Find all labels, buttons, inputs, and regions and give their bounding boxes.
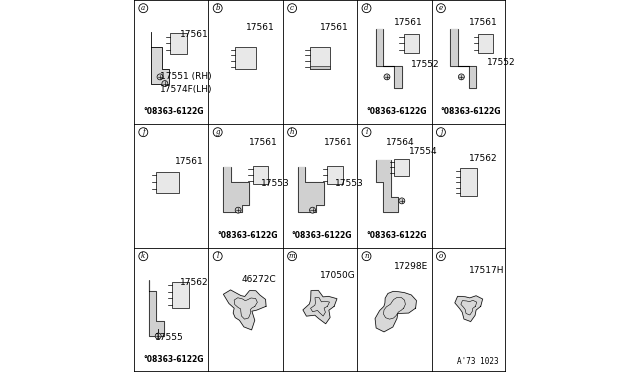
Text: a: a — [141, 4, 145, 12]
Text: °08363-6122G: °08363-6122G — [292, 231, 352, 240]
Text: 17551 (RH): 17551 (RH) — [160, 73, 212, 81]
Text: A'73 1023: A'73 1023 — [457, 357, 499, 366]
Circle shape — [310, 207, 316, 213]
Bar — [460, 168, 477, 196]
Polygon shape — [376, 160, 398, 212]
Text: °08363-6122G: °08363-6122G — [366, 231, 427, 240]
Circle shape — [436, 252, 445, 261]
Circle shape — [156, 333, 161, 339]
Text: d: d — [364, 4, 369, 12]
Polygon shape — [450, 29, 476, 88]
Text: 17561: 17561 — [324, 138, 353, 147]
Text: 17562: 17562 — [468, 154, 497, 163]
Text: e: e — [439, 4, 443, 12]
Text: °08363-6122G: °08363-6122G — [143, 107, 204, 116]
Text: m: m — [289, 252, 296, 260]
Text: 17517H: 17517H — [468, 266, 504, 275]
Circle shape — [139, 252, 148, 261]
Circle shape — [213, 128, 222, 137]
Text: o: o — [439, 252, 443, 260]
Text: °08363-6122G: °08363-6122G — [366, 107, 427, 116]
Text: 17553: 17553 — [260, 179, 289, 188]
Text: 17552: 17552 — [411, 60, 440, 69]
Text: c: c — [290, 4, 294, 12]
Circle shape — [162, 81, 168, 87]
Text: 17561: 17561 — [320, 23, 349, 32]
Text: g: g — [216, 128, 220, 136]
Bar — [156, 172, 179, 193]
Polygon shape — [223, 290, 266, 330]
Bar — [172, 282, 189, 308]
Text: °08363-6122G: °08363-6122G — [440, 107, 501, 116]
Circle shape — [287, 252, 296, 261]
Bar — [236, 47, 256, 70]
Polygon shape — [303, 291, 337, 324]
Bar — [478, 34, 493, 53]
Circle shape — [157, 74, 163, 80]
Circle shape — [399, 198, 405, 204]
Text: 17555: 17555 — [155, 333, 184, 342]
Circle shape — [384, 74, 390, 80]
Text: °08363-6122G: °08363-6122G — [218, 231, 278, 240]
Text: 17553: 17553 — [335, 179, 364, 188]
Polygon shape — [298, 167, 324, 212]
Bar — [310, 47, 330, 70]
Text: 17561: 17561 — [175, 157, 204, 166]
Bar — [170, 33, 187, 54]
Circle shape — [458, 74, 465, 80]
Text: f: f — [142, 128, 145, 136]
Circle shape — [287, 4, 296, 13]
Text: l: l — [216, 252, 219, 260]
Text: 17561: 17561 — [180, 30, 209, 39]
Text: 17554: 17554 — [410, 147, 438, 156]
Text: i: i — [365, 128, 367, 136]
Text: k: k — [141, 252, 145, 260]
Circle shape — [235, 207, 241, 213]
Circle shape — [362, 128, 371, 137]
Bar — [327, 166, 342, 184]
Polygon shape — [455, 296, 483, 321]
Circle shape — [213, 4, 222, 13]
Circle shape — [213, 252, 222, 261]
Text: 46272C: 46272C — [242, 275, 276, 283]
Bar — [253, 166, 268, 184]
Text: 17574F(LH): 17574F(LH) — [160, 85, 212, 94]
Text: °08363-6122G: °08363-6122G — [143, 355, 204, 364]
Text: 17298E: 17298E — [394, 262, 429, 271]
Text: 17564: 17564 — [385, 138, 414, 147]
Polygon shape — [223, 167, 250, 212]
Text: 17562: 17562 — [180, 278, 209, 287]
Text: 17561: 17561 — [394, 18, 423, 27]
Polygon shape — [149, 280, 164, 336]
Circle shape — [436, 128, 445, 137]
Text: 17552: 17552 — [488, 58, 516, 67]
Polygon shape — [375, 292, 417, 332]
Text: b: b — [216, 4, 220, 12]
Text: h: h — [290, 128, 294, 136]
Circle shape — [287, 128, 296, 137]
Bar — [310, 66, 330, 70]
Text: j: j — [440, 128, 442, 136]
Text: 17561: 17561 — [246, 23, 275, 32]
Circle shape — [139, 4, 148, 13]
Text: 17561: 17561 — [250, 138, 278, 147]
Circle shape — [436, 4, 445, 13]
Circle shape — [362, 252, 371, 261]
Text: 17561: 17561 — [468, 18, 497, 27]
Text: n: n — [364, 252, 369, 260]
Circle shape — [362, 4, 371, 13]
Bar — [404, 34, 419, 53]
Circle shape — [139, 128, 148, 137]
Text: 17050G: 17050G — [320, 271, 356, 280]
Polygon shape — [151, 32, 170, 84]
Bar — [394, 159, 410, 176]
Polygon shape — [376, 29, 402, 88]
